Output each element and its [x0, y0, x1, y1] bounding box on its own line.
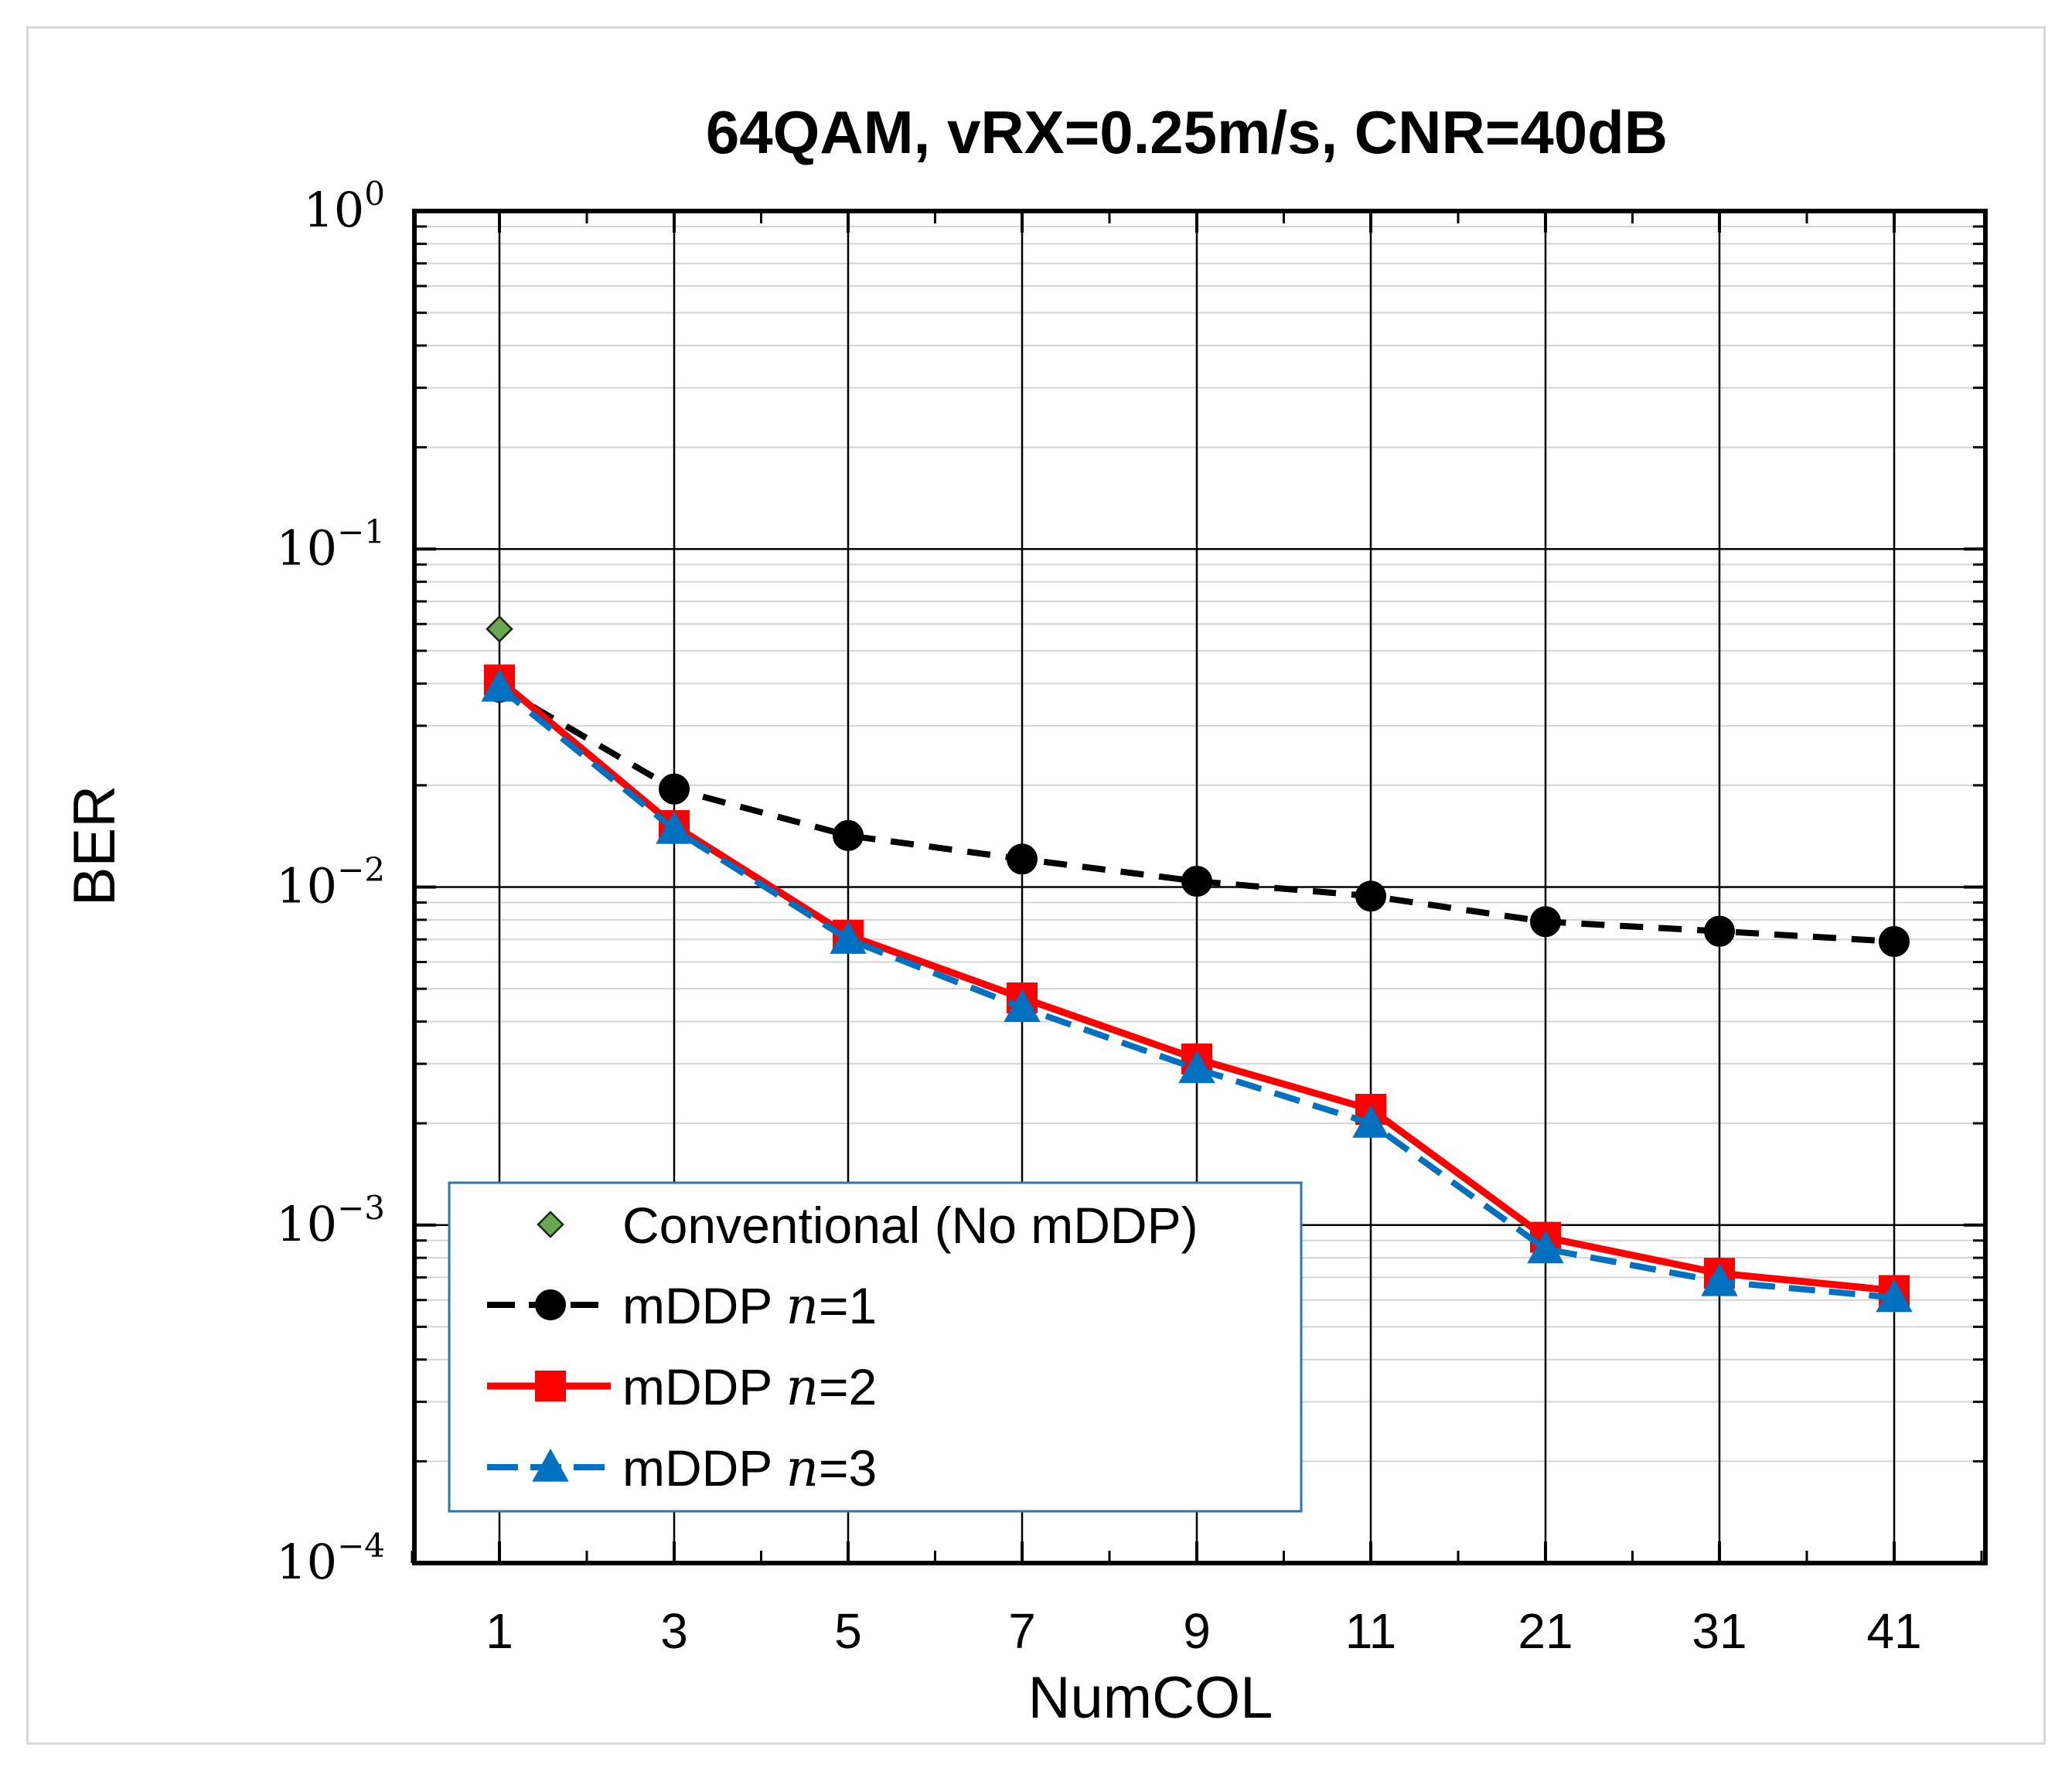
x-tick-label: 3: [660, 1603, 688, 1659]
data-point: [535, 1289, 566, 1320]
x-tick-label: 7: [1008, 1603, 1036, 1659]
data-point: [656, 810, 693, 844]
data-point: [1701, 1262, 1738, 1296]
legend-entry: mDDP n=1: [487, 1276, 877, 1336]
data-point: [481, 668, 518, 702]
legend-label: Conventional (No mDDP): [622, 1197, 1198, 1254]
legend-label: mDDP n=2: [622, 1357, 877, 1417]
data-point: [659, 773, 690, 805]
data-point: [1355, 880, 1386, 912]
y-tick-label: 10−3: [276, 1189, 385, 1252]
data-point: [1876, 1279, 1913, 1313]
x-axis-label: NumCOL: [1028, 1665, 1273, 1731]
y-tick-label: 10−1: [276, 513, 385, 576]
x-tick-label: 5: [834, 1603, 862, 1659]
x-tick-label: 41: [1866, 1603, 1921, 1659]
legend-label: mDDP n=1: [622, 1276, 877, 1336]
series-diamond: [486, 615, 513, 643]
x-tick-labels: 1 3 5 7 9 11 21 31 41: [486, 1603, 1921, 1659]
legend-entry: Conventional (No mDDP): [537, 1197, 1198, 1254]
axis-ticks: [411, 209, 1985, 1565]
legend-box: [448, 1181, 1303, 1513]
legend-label: mDDP n=3: [622, 1439, 877, 1498]
x-tick-label: 11: [1345, 1603, 1396, 1659]
y-tick-label: 10−2: [276, 851, 385, 914]
legend: Conventional (No mDDP) mDDP n=1 mDDP n=2 mD…: [448, 1181, 1303, 1513]
series-line: [497, 684, 1895, 945]
x-tick-label: 9: [1183, 1603, 1211, 1659]
data-point: [1181, 866, 1212, 897]
x-tick-label: 21: [1518, 1603, 1573, 1659]
data-point: [1704, 915, 1735, 947]
chart-title: 64QAM, vRX=0.25m/s, CNR=40dB: [706, 98, 1668, 166]
data-point: [1530, 906, 1561, 938]
data-point: [532, 1448, 569, 1482]
y-tick-label: 100: [303, 175, 385, 238]
series-triangle: [481, 668, 1913, 1313]
data-point: [537, 1211, 564, 1238]
series-line: [497, 684, 1895, 1301]
data-point: [486, 615, 513, 643]
data-point: [1879, 925, 1910, 957]
y-axis-label: BER: [62, 785, 128, 906]
x-tick-label: 1: [486, 1603, 513, 1659]
data-point: [1178, 1050, 1215, 1084]
data-point: [833, 819, 864, 851]
legend-entry: mDDP n=3: [487, 1439, 877, 1498]
data-point: [1352, 1105, 1389, 1138]
data-point: [1527, 1230, 1564, 1264]
series-circle: [484, 672, 1910, 957]
series-layer: [481, 615, 1913, 1313]
y-tick-labels: 100 10−1 10−2 10−3 10−4: [276, 175, 385, 1590]
data-point: [1004, 989, 1041, 1023]
data-point: [830, 921, 867, 954]
x-tick-label: 31: [1692, 1603, 1747, 1659]
data-point: [535, 1371, 566, 1401]
legend-entry: mDDP n=2: [487, 1357, 877, 1417]
y-tick-label: 10−4: [276, 1527, 385, 1590]
data-point: [1007, 843, 1038, 875]
